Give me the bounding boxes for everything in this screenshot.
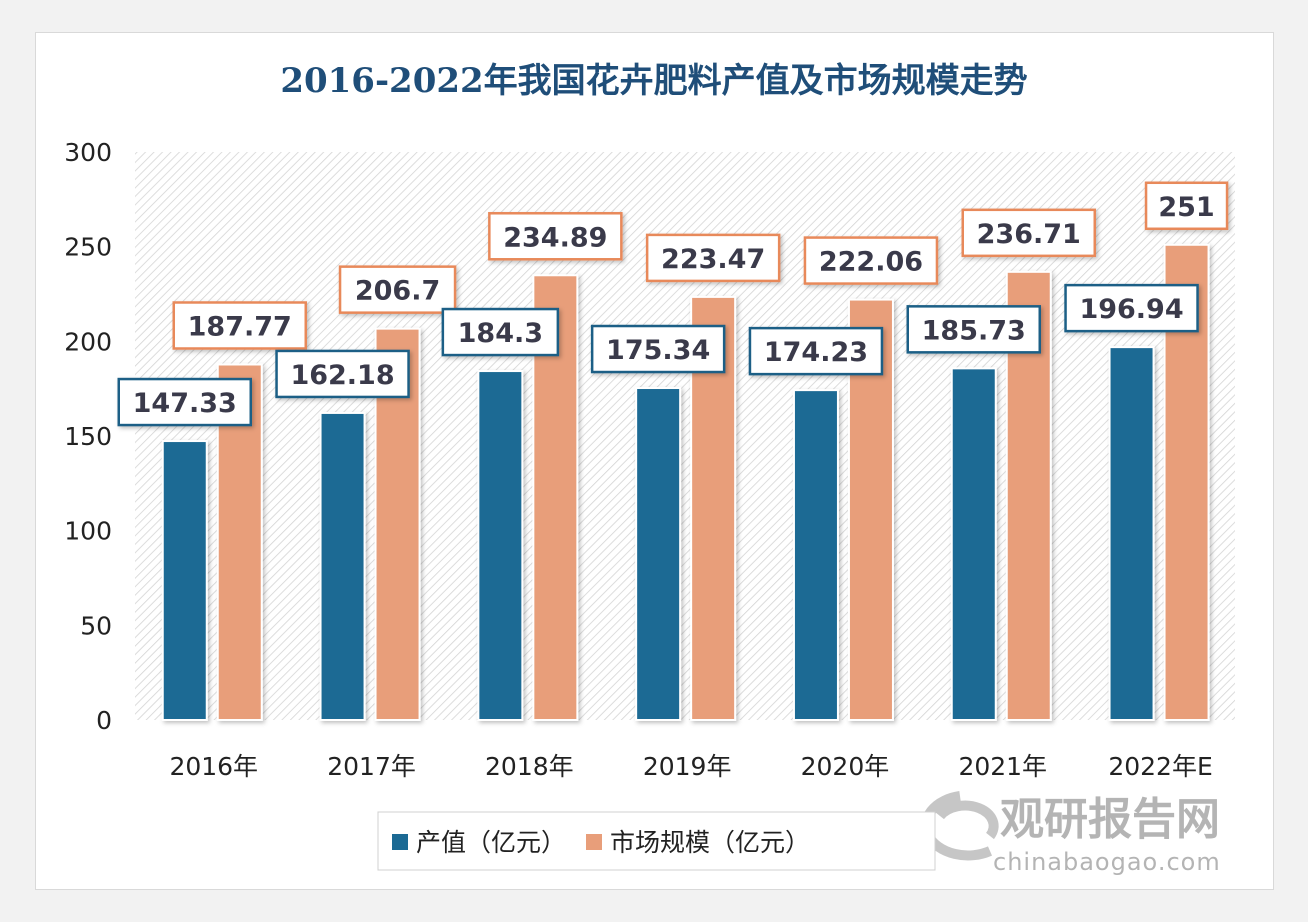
bar-output-value [1108,346,1155,721]
y-tick-label: 0 [96,706,112,735]
data-label: 174.23 [764,337,868,368]
watermark-logo-icon [920,791,999,861]
y-tick-label: 200 [64,327,112,356]
legend-swatch [392,834,408,850]
x-tick-label: 2018年 [485,752,574,781]
data-label: 162.18 [290,360,394,391]
x-tick-label: 2020年 [801,752,890,781]
data-label-box [961,208,1096,258]
chart-title: 2016-2022年我国花卉肥料产值及市场规模走势 [280,61,1027,101]
bar-output-value [477,370,524,721]
y-tick-label: 300 [64,138,112,167]
bar-output-value [635,387,682,721]
watermark: 观研报告网 chinabaogao.com [920,791,1221,876]
data-label-box [803,236,939,285]
data-label-box [748,326,884,376]
data-label-box [338,265,457,314]
legend: 产值（亿元） 市场规模（亿元） [377,811,936,871]
data-label-box [117,377,252,427]
data-label-box [1064,283,1199,333]
bar-output-value [161,440,208,721]
watermark-url: chinabaogao.com [993,848,1221,876]
legend-swatch [586,834,602,850]
data-label-box [590,324,726,374]
bar-output-value [319,411,366,721]
data-label: 223.47 [661,244,765,275]
data-label-box [441,307,560,357]
data-label: 187.77 [188,311,292,342]
data-label-box [488,212,623,261]
data-label: 251 [1158,192,1214,223]
legend-label: 产值（亿元） [416,828,566,857]
y-tick-label: 50 [80,611,112,640]
y-tick-label: 250 [64,233,112,262]
x-tick-label: 2022年E [1108,752,1212,781]
data-label-box [1144,181,1229,231]
bar-output-value [950,367,997,721]
data-label: 184.3 [458,318,543,349]
data-label: 196.94 [1079,294,1183,325]
watermark-name: 观研报告网 [1000,794,1220,845]
data-label-box [172,301,307,350]
x-tick-label: 2017年 [327,752,416,781]
data-label: 185.73 [922,315,1026,346]
bar-output-value [792,389,839,721]
data-label: 222.06 [819,247,923,278]
data-label: 234.89 [503,222,607,253]
data-label-box [275,349,410,399]
data-label-box [906,305,1041,354]
data-label: 147.33 [133,388,237,419]
legend-label: 市场规模（亿元） [610,828,810,857]
data-label: 236.71 [977,219,1081,250]
x-tick-label: 2021年 [958,752,1047,781]
y-tick-label: 150 [64,422,112,451]
data-label: 175.34 [606,335,710,366]
data-label: 206.7 [355,276,440,307]
data-label-box [645,233,781,283]
x-tick-label: 2019年 [643,752,732,781]
x-tick-label: 2016年 [169,752,258,781]
y-tick-label: 100 [64,517,112,546]
